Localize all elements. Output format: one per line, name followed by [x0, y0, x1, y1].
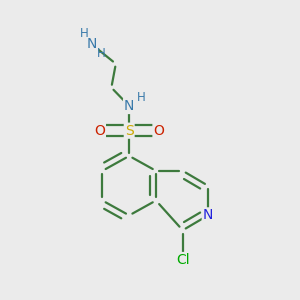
- Text: O: O: [154, 124, 164, 138]
- Text: H: H: [80, 27, 89, 40]
- Text: Cl: Cl: [176, 253, 190, 267]
- Text: N: N: [87, 38, 97, 52]
- Text: N: N: [203, 208, 213, 222]
- Text: N: N: [124, 99, 134, 113]
- Text: H: H: [137, 91, 146, 104]
- Text: O: O: [94, 124, 105, 138]
- Text: H: H: [97, 47, 105, 60]
- Text: S: S: [125, 124, 134, 138]
